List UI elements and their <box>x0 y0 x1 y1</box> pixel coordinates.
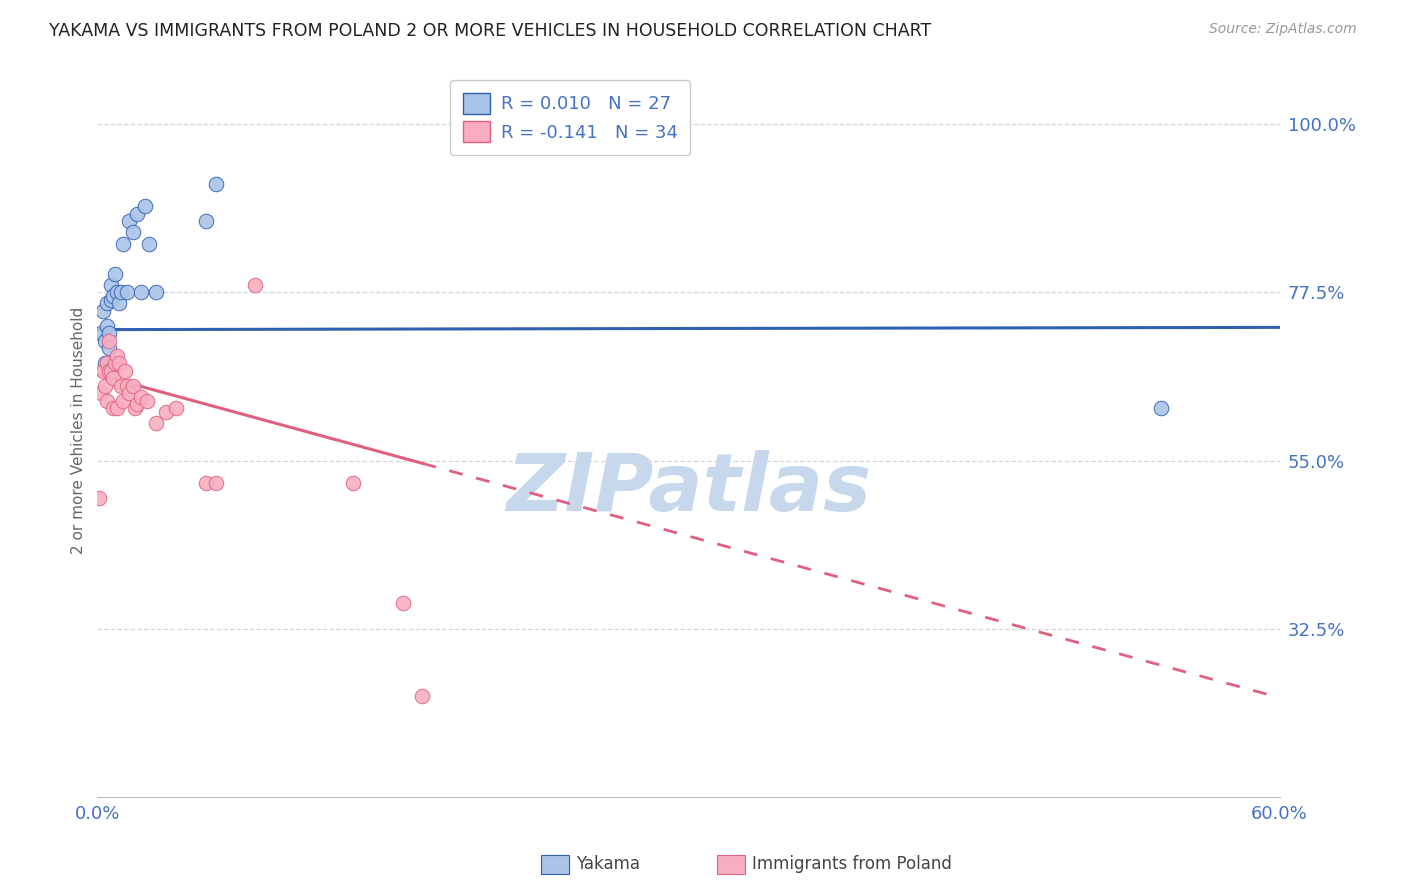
Legend: R = 0.010   N = 27, R = -0.141   N = 34: R = 0.010 N = 27, R = -0.141 N = 34 <box>450 80 690 154</box>
Text: ZIPatlas: ZIPatlas <box>506 450 870 528</box>
Point <box>94 334 117 348</box>
Point <box>91 364 114 378</box>
Point <box>135 393 157 408</box>
Point <box>115 285 138 300</box>
Point <box>105 401 128 416</box>
Point <box>98 341 121 355</box>
Point <box>145 416 167 430</box>
Text: Immigrants from Poland: Immigrants from Poland <box>752 855 952 873</box>
Point <box>194 475 217 490</box>
Point <box>114 364 136 378</box>
Point <box>342 475 364 490</box>
Point <box>90 386 112 401</box>
Point <box>90 326 112 341</box>
Point <box>94 356 117 370</box>
Text: Source: ZipAtlas.com: Source: ZipAtlas.com <box>1209 22 1357 37</box>
Point <box>411 689 433 703</box>
Point <box>165 401 187 416</box>
Point <box>100 277 122 292</box>
Point <box>91 304 114 318</box>
Point <box>94 378 117 392</box>
Point <box>111 236 134 251</box>
Point <box>104 267 127 281</box>
Point <box>118 214 141 228</box>
Point <box>105 349 128 363</box>
Point <box>98 364 121 378</box>
Point <box>100 293 122 307</box>
Point <box>134 199 156 213</box>
Point <box>110 285 132 300</box>
Point <box>101 289 124 303</box>
Text: Yakama: Yakama <box>576 855 641 873</box>
Point <box>96 296 118 310</box>
Point <box>115 378 138 392</box>
Text: YAKAMA VS IMMIGRANTS FROM POLAND 2 OR MORE VEHICLES IN HOUSEHOLD CORRELATION CHA: YAKAMA VS IMMIGRANTS FROM POLAND 2 OR MO… <box>49 22 931 40</box>
Point <box>121 378 143 392</box>
Point <box>204 177 226 191</box>
Point <box>100 364 122 378</box>
Point <box>129 390 152 404</box>
Point <box>110 378 132 392</box>
Point <box>204 475 226 490</box>
Point <box>101 401 124 416</box>
Point <box>98 326 121 341</box>
Point <box>89 491 111 505</box>
Point <box>1150 401 1173 416</box>
Point <box>101 371 124 385</box>
Point <box>155 405 177 419</box>
Point <box>125 207 148 221</box>
Point <box>98 334 121 348</box>
Point <box>105 285 128 300</box>
Point <box>125 397 148 411</box>
Point <box>243 277 266 292</box>
Point <box>145 285 167 300</box>
Point <box>124 401 146 416</box>
Point <box>108 296 131 310</box>
Point <box>96 356 118 370</box>
Point <box>121 226 143 240</box>
Point <box>104 356 127 370</box>
Point <box>108 356 131 370</box>
Point <box>96 393 118 408</box>
Point <box>129 285 152 300</box>
Point <box>194 214 217 228</box>
Point <box>118 386 141 401</box>
Point <box>96 318 118 333</box>
Point <box>138 236 160 251</box>
Point <box>391 596 413 610</box>
Y-axis label: 2 or more Vehicles in Household: 2 or more Vehicles in Household <box>72 307 86 554</box>
Point <box>111 393 134 408</box>
